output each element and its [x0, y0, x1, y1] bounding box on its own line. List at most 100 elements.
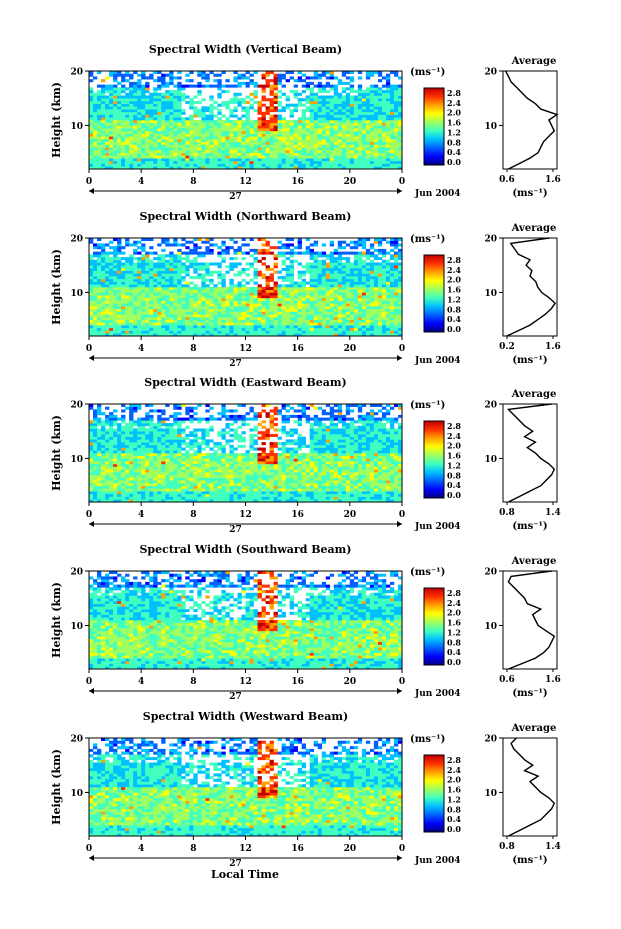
colorbar-unit: (ms⁻¹) [410, 67, 445, 78]
x-tick-label: 4 [138, 510, 144, 520]
y-tick-label: 20 [70, 235, 83, 245]
colorbar-unit: (ms⁻¹) [410, 234, 445, 245]
profile-x-tick-label: 1.4 [545, 508, 561, 518]
profile-x-label: (ms⁻¹) [512, 855, 547, 866]
colorbar-unit: (ms⁻¹) [410, 734, 445, 745]
y-tick-label: 10 [70, 122, 83, 132]
profile-x-tick-label: 1.6 [545, 175, 561, 185]
y-tick-label: 10 [70, 289, 83, 299]
x-tick-label: 20 [344, 677, 357, 687]
colorbar-tick-label: 2.4 [447, 765, 461, 775]
x-tick-label: 0 [86, 510, 92, 520]
colorbar-tick-label: 1.2 [447, 794, 461, 804]
day-label: 27 [229, 359, 242, 369]
colorbar-tick-label: 0.8 [447, 637, 461, 647]
colorbar-tick-label: 2.8 [447, 421, 461, 431]
colorbar-tick-label: 2.8 [447, 255, 461, 265]
colorbar-tick-label: 0.4 [447, 314, 461, 324]
colorbar-unit: (ms⁻¹) [410, 400, 445, 411]
heatmap-cells [89, 571, 403, 670]
profile-title: Average [511, 389, 557, 400]
profile-x-tick-label: 0.6 [499, 675, 515, 685]
profile-x-tick-label: 1.6 [545, 342, 561, 352]
x-tick-label: 20 [344, 177, 357, 187]
arrow-left-icon [89, 521, 94, 527]
date-label: Jun 2004 [414, 522, 461, 532]
colorbar-tick-label: 0.4 [447, 147, 461, 157]
x-tick-label: 16 [291, 510, 304, 520]
profile-y-tick-label: 20 [484, 568, 497, 578]
profile-x-label: (ms⁻¹) [512, 355, 547, 366]
y-axis-label: Height (km) [50, 582, 63, 658]
profile-x-tick-label: 1.4 [545, 842, 561, 852]
colorbar-tick-label: 0.0 [447, 157, 461, 167]
y-tick-label: 20 [70, 401, 83, 411]
x-tick-label: 0 [86, 844, 92, 854]
profile-x-label: (ms⁻¹) [512, 688, 547, 699]
x-tick-label: 0 [399, 177, 405, 187]
panel-4: Spectral Width (Southward Beam) 10 20 Heigh… [50, 543, 561, 702]
x-tick-label: 12 [239, 177, 252, 187]
x-tick-label: 20 [344, 844, 357, 854]
date-label: Jun 2004 [414, 856, 461, 866]
panel-1: Spectral Width (Vertical Beam) 10 20 Height… [50, 43, 561, 202]
x-tick-label: 8 [190, 677, 196, 687]
x-tick-label: 12 [239, 844, 252, 854]
x-tick-label: 20 [344, 510, 357, 520]
x-tick-label: 4 [138, 844, 144, 854]
y-axis-label: Height (km) [50, 749, 63, 825]
panel-title: Spectral Width (Southward Beam) [139, 543, 351, 556]
panel-title: Spectral Width (Northward Beam) [140, 210, 352, 223]
profile-title: Average [511, 223, 557, 234]
colorbar-tick-label: 0.8 [447, 304, 461, 314]
y-tick-label: 20 [70, 735, 83, 745]
colorbar-tick-label: 1.2 [447, 294, 461, 304]
y-tick-label: 10 [70, 622, 83, 632]
panel-3: Spectral Width (Eastward Beam) 10 20 Height… [50, 376, 561, 535]
x-tick-label: 16 [291, 344, 304, 354]
profile-frame [502, 70, 558, 170]
y-tick-label: 10 [70, 455, 83, 465]
colorbar-tick-label: 0.0 [447, 657, 461, 667]
profile-y-tick-label: 10 [484, 789, 497, 799]
profile-frame [502, 737, 558, 837]
colorbar-tick-label: 0.8 [447, 470, 461, 480]
colorbar-tick-label: 2.0 [447, 608, 461, 618]
profile-y-tick-label: 20 [484, 735, 497, 745]
x-tick-label: 4 [138, 677, 144, 687]
x-tick-label: 0 [86, 177, 92, 187]
profile-frame [502, 403, 558, 503]
x-tick-label: 16 [291, 844, 304, 854]
profile-y-tick-label: 20 [484, 68, 497, 78]
day-label: 27 [229, 525, 242, 535]
panel-2: Spectral Width (Northward Beam) 10 20 Heigh… [50, 210, 561, 369]
arrow-left-icon [89, 355, 94, 361]
x-tick-label: 12 [239, 510, 252, 520]
colorbar-tick-label: 1.6 [447, 785, 461, 795]
y-axis-label: Height (km) [50, 82, 63, 158]
colorbar-tick-label: 0.0 [447, 824, 461, 834]
x-tick-label: 0 [399, 344, 405, 354]
arrow-left-icon [89, 188, 94, 194]
colorbar-tick-label: 1.2 [447, 127, 461, 137]
x-tick-label: 8 [190, 344, 196, 354]
colorbar-tick-label: 2.0 [447, 441, 461, 451]
x-tick-label: 8 [190, 177, 196, 187]
day-label: 27 [229, 859, 242, 869]
heatmap-cells [89, 71, 403, 170]
y-tick-label: 10 [70, 789, 83, 799]
colorbar-tick-label: 0.4 [447, 480, 461, 490]
colorbar [423, 87, 445, 166]
x-tick-label: 12 [239, 677, 252, 687]
profile-line [506, 403, 556, 503]
profile-x-tick-label: 0.8 [499, 842, 515, 852]
arrow-right-icon [397, 521, 402, 527]
x-tick-label: 8 [190, 844, 196, 854]
colorbar-tick-label: 0.8 [447, 804, 461, 814]
colorbar-tick-label: 2.0 [447, 775, 461, 785]
profile-x-label: (ms⁻¹) [512, 521, 547, 532]
x-tick-label: 16 [291, 177, 304, 187]
arrow-left-icon [89, 688, 94, 694]
colorbar-tick-label: 2.4 [447, 431, 461, 441]
colorbar [423, 754, 445, 833]
